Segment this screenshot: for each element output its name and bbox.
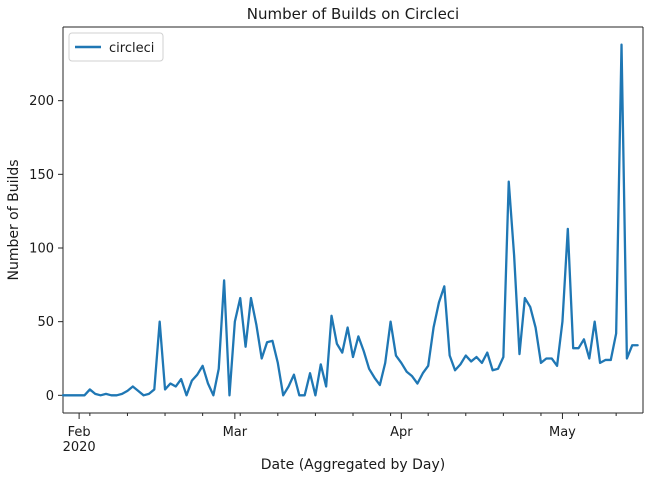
x-tick-sublabel: 2020 [63, 440, 96, 455]
x-tick-label: Mar [223, 425, 248, 440]
legend-label-circleci: circleci [109, 41, 154, 56]
y-tick-label: 200 [29, 94, 54, 109]
series-line-circleci [61, 43, 639, 397]
x-axis-title: Date (Aggregated by Day) [261, 457, 445, 473]
y-axis-title: Number of Builds [6, 159, 22, 280]
x-tick-label: Apr [390, 425, 413, 440]
x-tick-label: Feb [68, 425, 91, 440]
chart-title: Number of Builds on Circleci [247, 5, 459, 23]
x-tick-label: May [549, 425, 576, 440]
y-tick-label: 50 [37, 315, 54, 330]
legend-box [68, 32, 164, 62]
series-layer [61, 43, 639, 397]
y-tick-label: 150 [29, 168, 54, 183]
y-tick-label: 100 [29, 241, 54, 256]
y-tick-label: 0 [46, 389, 54, 404]
legend: circleci [68, 32, 164, 62]
